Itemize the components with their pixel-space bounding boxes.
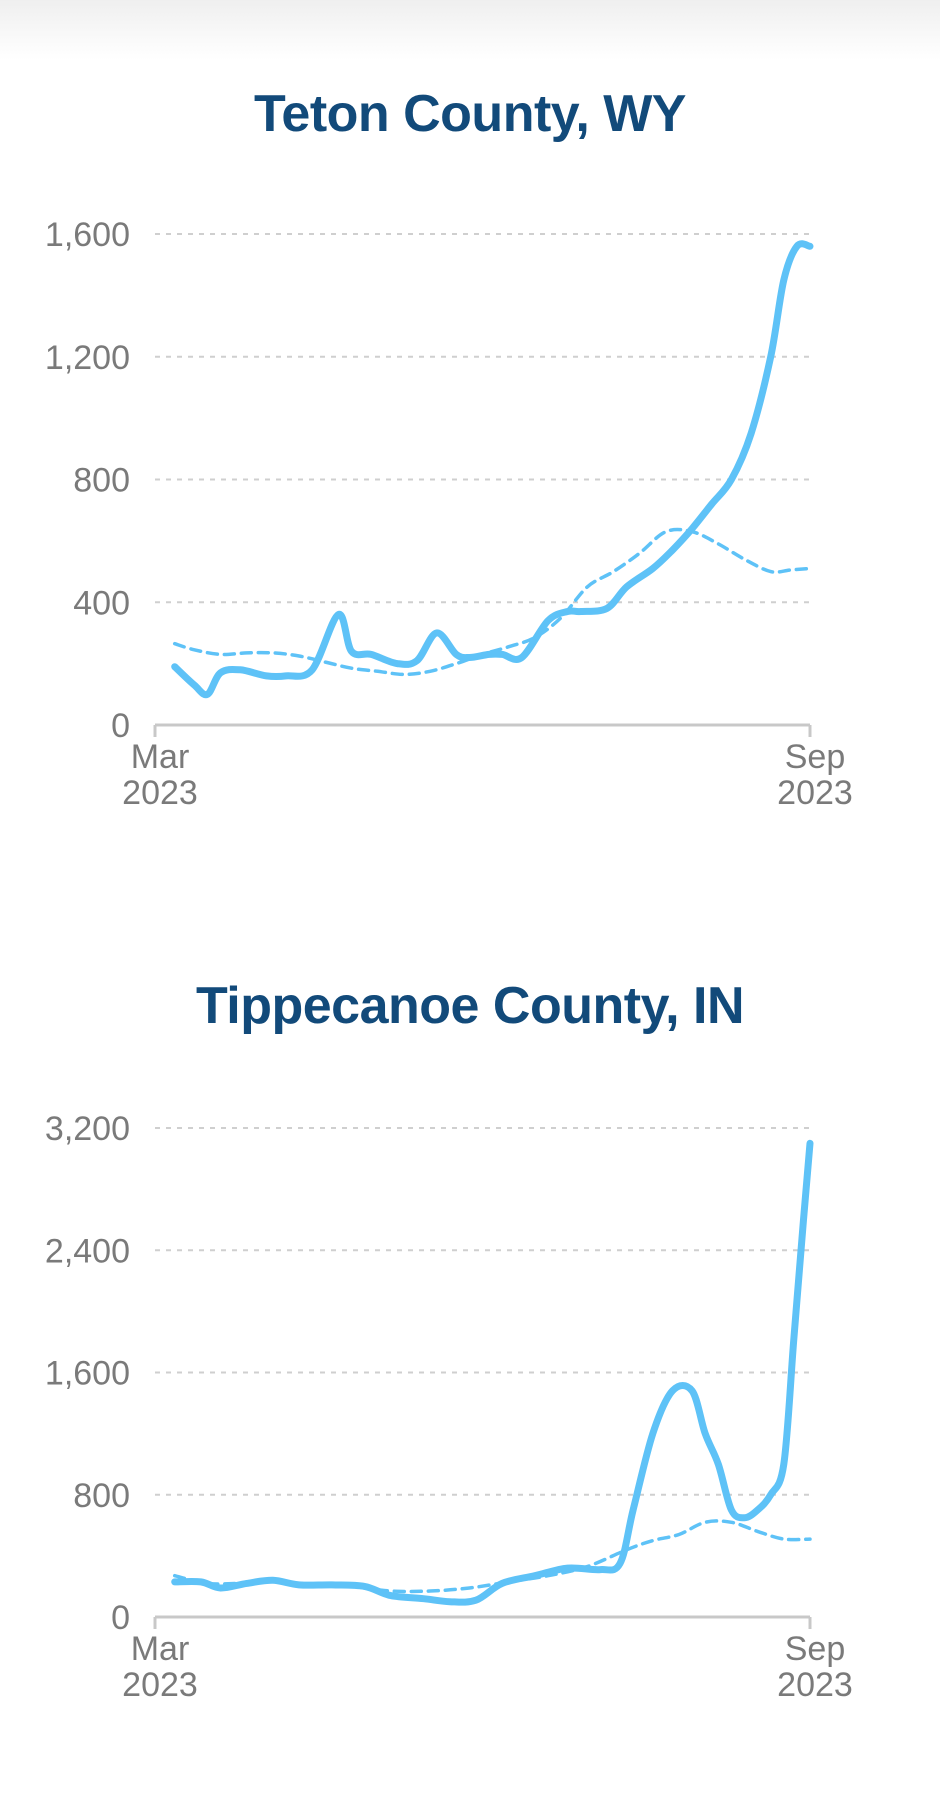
- y-tick-label: 800: [73, 462, 130, 500]
- top-shade: [0, 0, 940, 60]
- y-tick-label: 800: [73, 1477, 130, 1515]
- x-tick-label: Sep 2023: [777, 1630, 853, 1704]
- chart-plot: 0 800 1,600 2,400 3,200 Mar 2023 Sep 2023: [45, 1110, 853, 1704]
- y-tick-label: 3,200: [45, 1110, 130, 1148]
- x-tick-label: Mar 2023: [122, 738, 198, 812]
- y-tick-label: 1,600: [45, 1355, 130, 1393]
- series-line-dashed: [172, 527, 812, 677]
- chart-title: Teton County, WY: [254, 85, 687, 143]
- y-tick-label: 0: [111, 1599, 130, 1637]
- y-tick-label: 0: [111, 707, 130, 745]
- y-tick-label: 1,600: [45, 216, 130, 254]
- series-line-dashed: [172, 1519, 812, 1594]
- chart-title: Tippecanoe County, IN: [195, 977, 745, 1035]
- series-line-solid: [171, 240, 814, 699]
- x-tick-label: Mar 2023: [122, 1630, 198, 1704]
- y-tick-label: 1,200: [45, 339, 130, 377]
- chart-plot: 0 400 800 1,200 1,600 Mar 2023 Sep 2023: [45, 216, 853, 812]
- y-tick-label: 2,400: [45, 1232, 130, 1270]
- y-tick-label: 400: [73, 584, 130, 622]
- x-tick-label: Sep 2023: [777, 738, 853, 812]
